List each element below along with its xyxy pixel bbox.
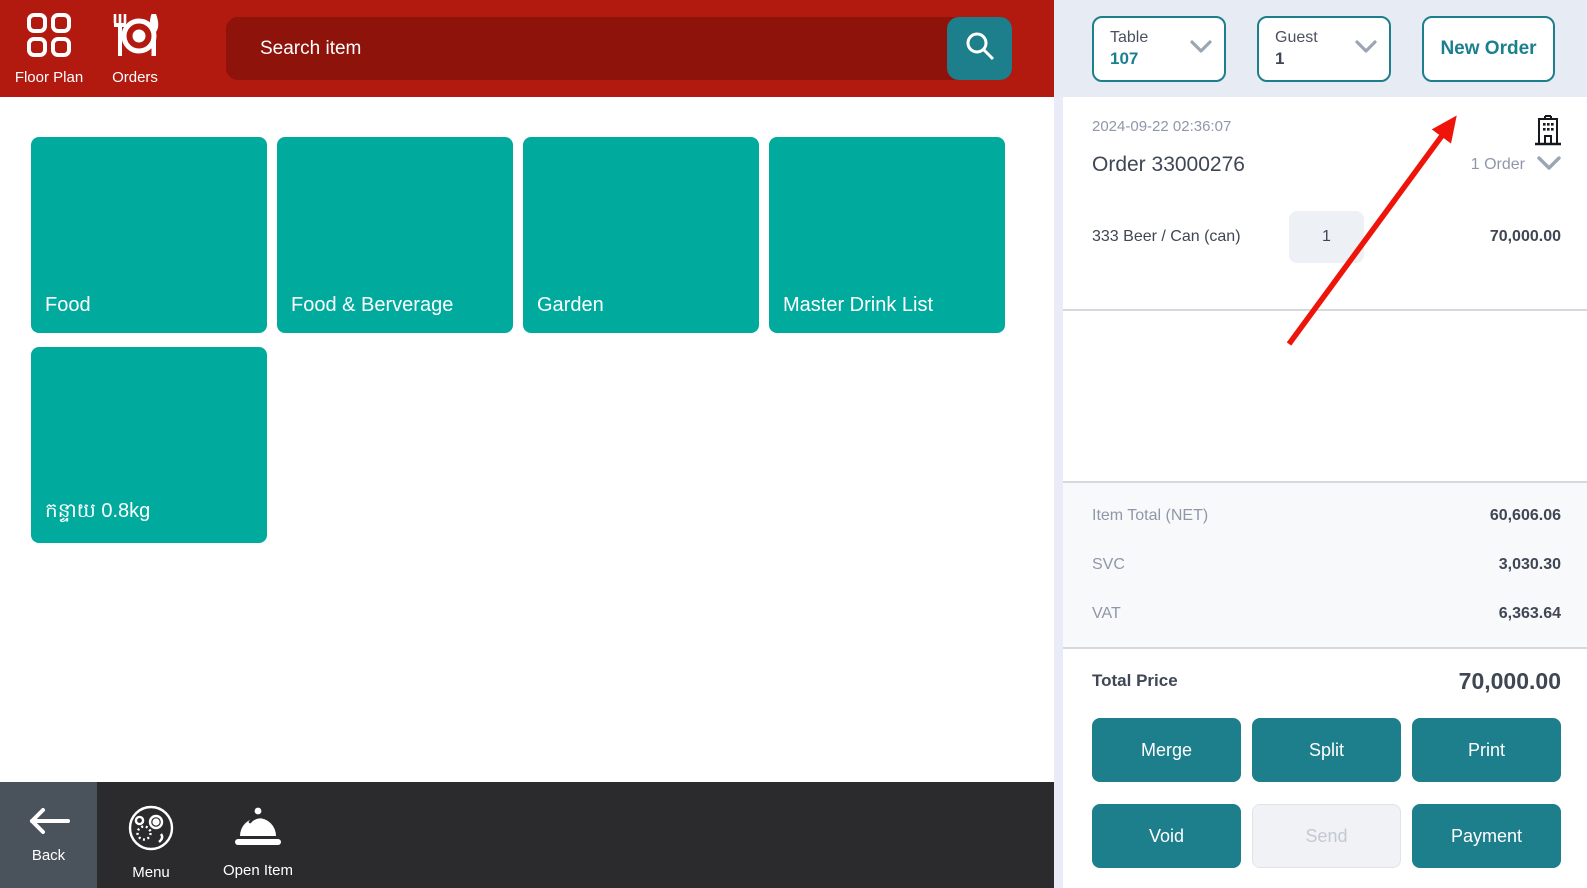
total-row-svc: SVC 3,030.30 [1092, 540, 1561, 589]
top-navbar: Floor Plan Orders Search item [0, 0, 1054, 97]
table-select[interactable]: Table 107 [1092, 15, 1226, 82]
back-label: Back [31, 846, 66, 864]
category-tile-food[interactable]: Food [31, 137, 267, 333]
table-select-label: Table [1110, 28, 1149, 46]
order-timestamp: 2024-09-22 02:36:07 [1092, 118, 1232, 135]
chevron-down-icon [1355, 39, 1377, 58]
order-item-row: 333 Beer / Can (can) 1 70,000.00 [1092, 211, 1561, 263]
search-placeholder: Search item [260, 37, 362, 59]
tile-label: Master Drink List [783, 294, 934, 316]
nav-floor-plan-label: Floor Plan [14, 68, 84, 86]
void-button[interactable]: Void [1092, 804, 1241, 868]
nav-floor-plan[interactable]: Floor Plan [6, 12, 92, 86]
total-value: 60,606.06 [1489, 506, 1561, 524]
item-name: 333 Beer / Can (can) [1092, 228, 1241, 245]
total-price-value: 70,000.00 [1458, 667, 1561, 694]
category-grid: Food Food & Berverage Garden Master Drin… [0, 97, 1054, 782]
divider [1063, 481, 1587, 483]
menu-button[interactable]: Menu [99, 782, 203, 888]
guest-select-value: 1 [1275, 48, 1285, 68]
arrow-left-icon [28, 807, 70, 840]
split-button[interactable]: Split [1252, 718, 1401, 782]
table-select-value: 107 [1110, 48, 1139, 68]
open-item-label: Open Item [222, 861, 294, 879]
food-plate-icon [127, 804, 175, 857]
merge-button[interactable]: Merge [1092, 718, 1241, 782]
search-button[interactable] [947, 17, 1012, 80]
item-quantity[interactable]: 1 [1289, 211, 1364, 263]
order-panel-header: Table 107 Guest 1 New Order [1054, 0, 1587, 97]
tile-label: កន្ទាយ 0.8kg [45, 500, 151, 522]
nav-orders-label: Orders [112, 68, 158, 86]
guest-select-label: Guest [1275, 28, 1318, 46]
tile-label: Food & Berverage [291, 294, 454, 316]
divider [1063, 647, 1587, 649]
nav-orders[interactable]: Orders [92, 12, 178, 86]
tile-label: Garden [537, 294, 604, 316]
total-row-net: Item Total (NET) 60,606.06 [1092, 491, 1561, 540]
order-panel: Table 107 Guest 1 New Order [1054, 0, 1587, 888]
order-count-dropdown[interactable]: 1 Order [1470, 155, 1561, 175]
new-order-button[interactable]: New Order [1422, 15, 1555, 82]
chevron-down-icon [1537, 155, 1561, 175]
total-price-row: Total Price 70,000.00 [1092, 665, 1561, 697]
order-summary: 2024-09-22 02:36:07 Order 33000276 [1063, 97, 1587, 309]
bottom-toolbar: Back Menu [0, 782, 1054, 888]
back-button[interactable]: Back [0, 782, 97, 888]
left-pane: Floor Plan Orders Search item [0, 0, 1054, 888]
category-tile-khmer[interactable]: កន្ទាយ 0.8kg [31, 347, 267, 543]
total-row-vat: VAT 6,363.64 [1092, 589, 1561, 638]
print-button[interactable]: Print [1412, 718, 1561, 782]
total-value: 3,030.30 [1498, 555, 1561, 573]
category-tile-garden[interactable]: Garden [523, 137, 759, 333]
total-value: 6,363.64 [1498, 604, 1561, 622]
total-label: VAT [1092, 604, 1121, 622]
category-tile-food-berverage[interactable]: Food & Berverage [277, 137, 513, 333]
cloche-icon [232, 806, 284, 855]
tile-label: Food [45, 294, 91, 316]
total-price-label: Total Price [1092, 671, 1178, 690]
building-icon [1535, 113, 1561, 152]
total-label: Item Total (NET) [1092, 506, 1209, 524]
order-count-label: 1 Order [1470, 156, 1525, 173]
guest-select[interactable]: Guest 1 [1257, 15, 1391, 82]
chevron-down-icon [1190, 39, 1212, 58]
grid-icon [26, 12, 72, 63]
plate-cutlery-icon [109, 12, 161, 63]
search-input[interactable]: Search item [226, 17, 1012, 80]
item-price: 70,000.00 [1489, 228, 1561, 245]
menu-label: Menu [132, 863, 170, 881]
total-label: SVC [1092, 555, 1125, 573]
payment-button[interactable]: Payment [1412, 804, 1561, 868]
actions-section: Total Price 70,000.00 Merge Split Print … [1063, 649, 1587, 888]
totals-section: Item Total (NET) 60,606.06 SVC 3,030.30 … [1063, 483, 1587, 647]
empty-area [1063, 311, 1587, 481]
order-number: Order 33000276 [1092, 153, 1245, 176]
search-icon [964, 30, 996, 67]
open-item-button[interactable]: Open Item [203, 782, 313, 888]
send-button: Send [1252, 804, 1401, 868]
order-panel-body: 2024-09-22 02:36:07 Order 33000276 [1054, 97, 1587, 888]
category-tile-master-drink-list[interactable]: Master Drink List [769, 137, 1005, 333]
action-buttons: Merge Split Print Void Send Payment [1092, 718, 1561, 868]
